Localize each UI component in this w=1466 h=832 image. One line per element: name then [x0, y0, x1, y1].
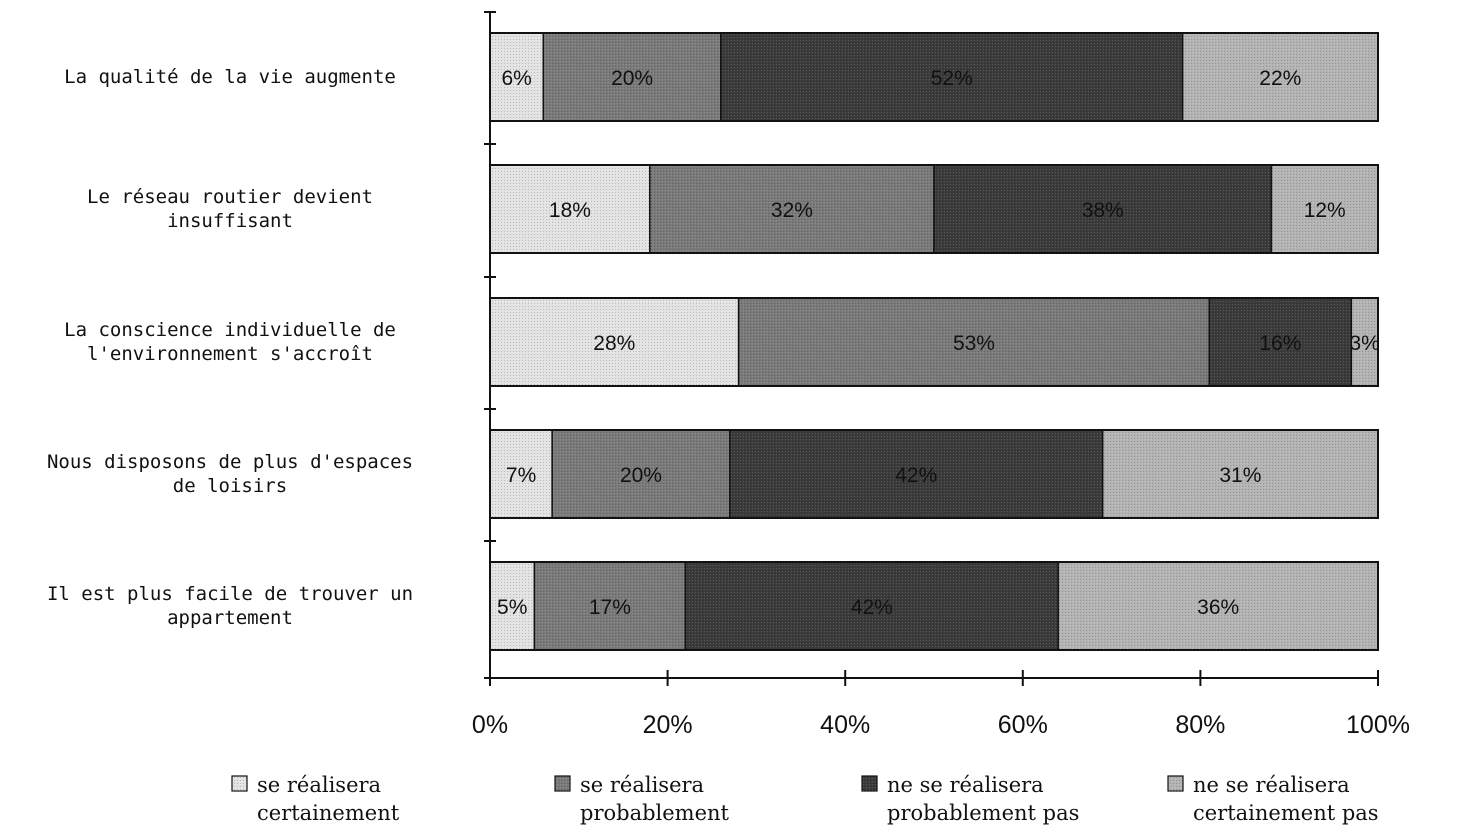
legend-swatch-texture	[555, 776, 570, 791]
legend-swatch-texture	[862, 776, 877, 791]
bar-segment-texture	[934, 165, 1272, 253]
axes: 0% 20% 40% 60% 80% 100%	[472, 11, 1410, 739]
data-label: 17%	[589, 596, 631, 619]
bar-segment-texture	[720, 33, 1183, 121]
bar-outline	[489, 32, 1379, 122]
data-label: 5%	[497, 596, 527, 619]
legend-label: probablement pas	[887, 801, 1079, 825]
data-label: 32%	[771, 199, 813, 222]
data-label: 52%	[931, 67, 973, 90]
category-label: La conscience individuelle de	[64, 319, 396, 341]
x-tick-label: 80%	[1175, 711, 1225, 739]
category-label: insuffisant	[167, 210, 293, 232]
bar-segment-texture	[490, 165, 650, 253]
bar-segment-texture	[649, 165, 934, 253]
bar-segment-texture	[685, 562, 1059, 650]
bar-segment-texture	[1271, 165, 1378, 253]
bar-segment-texture	[490, 430, 553, 518]
bar-segment-texture	[1351, 298, 1378, 386]
legend-label: probablement	[580, 801, 730, 825]
bar-outline	[489, 164, 1379, 254]
data-label: 16%	[1259, 332, 1301, 355]
bar-segment-texture	[729, 430, 1103, 518]
x-tick-label: 60%	[998, 711, 1048, 739]
category-label: de loisirs	[173, 475, 287, 497]
legend-label: ne se réalisera	[1193, 773, 1350, 797]
data-label: 42%	[895, 464, 937, 487]
data-label: 3%	[1350, 332, 1380, 355]
x-tick-label: 40%	[820, 711, 870, 739]
data-label: 38%	[1082, 199, 1124, 222]
x-tick-label: 20%	[643, 711, 693, 739]
bar-segment-texture	[534, 562, 686, 650]
data-label: 20%	[611, 67, 653, 90]
bar-outline	[489, 561, 1379, 651]
data-label: 20%	[620, 464, 662, 487]
bar-segment-texture	[1209, 298, 1352, 386]
legend-label: certainement	[257, 801, 400, 825]
legend-swatch-texture	[232, 776, 247, 791]
category-labels: La qualité de la vie augmente Le réseau r…	[47, 66, 413, 629]
category-label: Nous disposons de plus d'espaces	[47, 451, 413, 473]
legend-label: ne se réalisera	[887, 773, 1044, 797]
data-label: 53%	[953, 332, 995, 355]
legend-label: se réalisera	[257, 773, 381, 797]
bar-segment-texture	[1102, 430, 1378, 518]
data-label: 12%	[1304, 199, 1346, 222]
category-label: La qualité de la vie augmente	[64, 66, 396, 88]
bar-segment-texture	[490, 298, 739, 386]
legend: se réalisera certainement se réalisera prob…	[231, 773, 1379, 825]
bar-segment-texture	[552, 430, 730, 518]
bar-segment-texture	[543, 33, 721, 121]
category-label: l'environnement s'accroît	[87, 343, 373, 365]
data-label: 31%	[1219, 464, 1261, 487]
bar-segment-texture	[738, 298, 1210, 386]
legend-swatch-texture	[1168, 776, 1183, 791]
data-label: 28%	[593, 332, 635, 355]
x-tick-label: 100%	[1346, 711, 1410, 739]
data-label: 36%	[1197, 596, 1239, 619]
data-label: 42%	[851, 596, 893, 619]
bar-outline	[489, 297, 1379, 387]
data-label: 7%	[506, 464, 536, 487]
data-label: 6%	[501, 67, 531, 90]
bar-segment-texture	[1182, 33, 1378, 121]
legend-label: se réalisera	[580, 773, 704, 797]
data-label: 22%	[1259, 67, 1301, 90]
bar-segment-texture	[490, 562, 535, 650]
category-label: Le réseau routier devient	[87, 186, 373, 208]
bar-segment-texture	[1058, 562, 1378, 650]
data-label: 18%	[549, 199, 591, 222]
bar-segment-texture	[490, 33, 544, 121]
bar-outline	[489, 429, 1379, 519]
legend-label: certainement pas	[1193, 801, 1379, 825]
x-tick-label: 0%	[472, 711, 508, 739]
bars: 6% 20% 52% 22% 18% 32% 38% 12% 28% 53% 16% 3% 7% 20% 4…	[489, 32, 1380, 651]
category-label: Il est plus facile de trouver un	[47, 583, 413, 605]
category-label: appartement	[167, 607, 293, 629]
